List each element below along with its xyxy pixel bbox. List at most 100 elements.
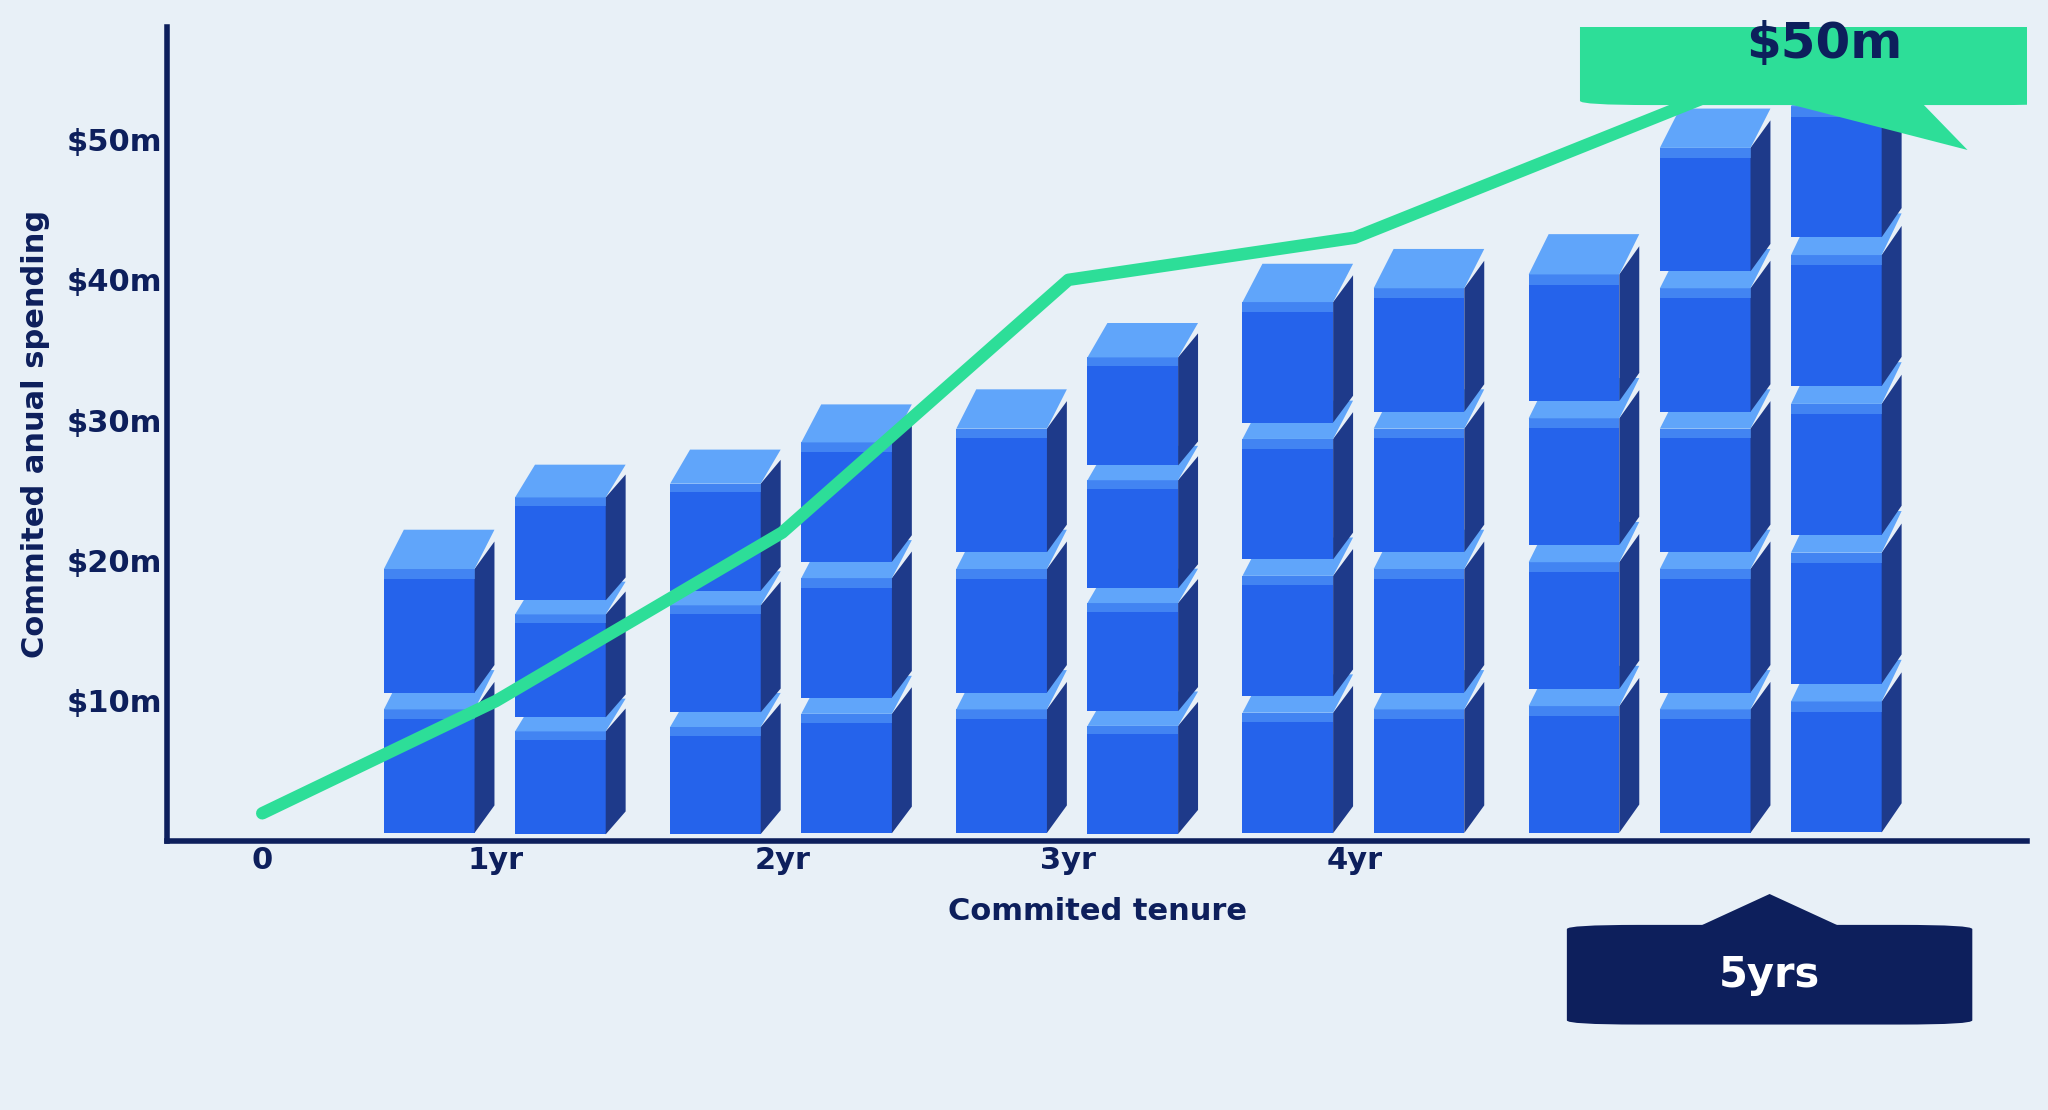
Bar [1528, 418, 1620, 545]
Polygon shape [1333, 275, 1354, 423]
Bar [1659, 709, 1751, 832]
Bar [670, 727, 760, 834]
Polygon shape [1792, 362, 1903, 404]
Bar [1243, 713, 1333, 834]
Polygon shape [1087, 323, 1198, 357]
Polygon shape [1374, 529, 1485, 569]
Polygon shape [383, 709, 475, 719]
Polygon shape [1464, 401, 1485, 552]
Bar [1243, 576, 1333, 696]
Polygon shape [1243, 438, 1333, 448]
Polygon shape [1243, 401, 1354, 438]
Polygon shape [956, 390, 1067, 428]
Bar [516, 731, 606, 835]
Bar [383, 569, 475, 693]
Polygon shape [760, 582, 780, 713]
Polygon shape [1047, 682, 1067, 832]
Polygon shape [1374, 428, 1464, 438]
Bar [1792, 404, 1882, 535]
Polygon shape [1528, 379, 1638, 418]
Bar [1528, 274, 1620, 401]
FancyBboxPatch shape [1567, 925, 1972, 1025]
Polygon shape [1792, 213, 1903, 255]
Polygon shape [516, 698, 625, 731]
Polygon shape [1243, 713, 1333, 723]
Polygon shape [1374, 249, 1485, 289]
Polygon shape [1751, 120, 1769, 272]
Polygon shape [956, 569, 1047, 578]
Polygon shape [1882, 524, 1903, 684]
Polygon shape [1243, 576, 1333, 585]
Polygon shape [1087, 357, 1178, 366]
Polygon shape [1178, 456, 1198, 588]
Polygon shape [1778, 101, 1968, 150]
Polygon shape [956, 428, 1047, 438]
Polygon shape [1751, 542, 1769, 693]
Polygon shape [670, 572, 780, 605]
Polygon shape [1178, 702, 1198, 834]
Bar [670, 484, 760, 591]
Polygon shape [1087, 692, 1198, 726]
Polygon shape [1374, 569, 1464, 578]
Polygon shape [1882, 375, 1903, 535]
Polygon shape [1792, 255, 1882, 265]
Polygon shape [891, 416, 911, 562]
Polygon shape [516, 497, 606, 506]
Bar [1528, 562, 1620, 689]
Polygon shape [1659, 529, 1769, 569]
Polygon shape [1178, 333, 1198, 465]
Polygon shape [1087, 603, 1178, 612]
Text: 5yrs: 5yrs [1718, 953, 1821, 996]
Polygon shape [1620, 534, 1638, 689]
Polygon shape [1087, 481, 1178, 488]
Polygon shape [1659, 709, 1751, 719]
Bar [956, 428, 1047, 552]
Bar [1528, 706, 1620, 832]
Polygon shape [670, 727, 760, 736]
Polygon shape [1528, 706, 1620, 716]
Bar [956, 709, 1047, 832]
Bar [1792, 553, 1882, 684]
Polygon shape [1374, 289, 1464, 299]
Polygon shape [1659, 148, 1751, 158]
Bar [1374, 569, 1464, 693]
Polygon shape [1751, 401, 1769, 552]
Text: $50m: $50m [1747, 20, 1903, 68]
Polygon shape [1882, 77, 1903, 238]
Polygon shape [1374, 709, 1464, 719]
Polygon shape [1178, 579, 1198, 712]
Polygon shape [1087, 446, 1198, 481]
Polygon shape [801, 404, 911, 443]
Polygon shape [891, 687, 911, 834]
Polygon shape [606, 592, 625, 717]
FancyBboxPatch shape [1579, 0, 2048, 105]
Polygon shape [1087, 568, 1198, 603]
Polygon shape [1528, 234, 1638, 274]
X-axis label: Commited tenure: Commited tenure [948, 898, 1247, 927]
Polygon shape [760, 460, 780, 591]
Polygon shape [1047, 401, 1067, 552]
Polygon shape [670, 693, 780, 727]
Polygon shape [1694, 894, 1845, 929]
Polygon shape [1792, 107, 1882, 117]
Bar [383, 709, 475, 832]
Polygon shape [1047, 542, 1067, 693]
Polygon shape [1333, 549, 1354, 696]
Polygon shape [1792, 702, 1882, 712]
Polygon shape [956, 709, 1047, 719]
Polygon shape [1659, 569, 1751, 578]
Polygon shape [1792, 511, 1903, 553]
Bar [1087, 481, 1178, 588]
Polygon shape [670, 484, 760, 492]
Polygon shape [383, 529, 494, 569]
Polygon shape [1792, 659, 1903, 702]
Polygon shape [1659, 289, 1751, 299]
Polygon shape [1464, 542, 1485, 693]
Polygon shape [670, 450, 780, 484]
Bar [1659, 428, 1751, 552]
Polygon shape [1333, 686, 1354, 834]
Bar [1792, 702, 1882, 832]
Bar [1659, 569, 1751, 693]
Polygon shape [1792, 404, 1882, 414]
Polygon shape [891, 552, 911, 697]
